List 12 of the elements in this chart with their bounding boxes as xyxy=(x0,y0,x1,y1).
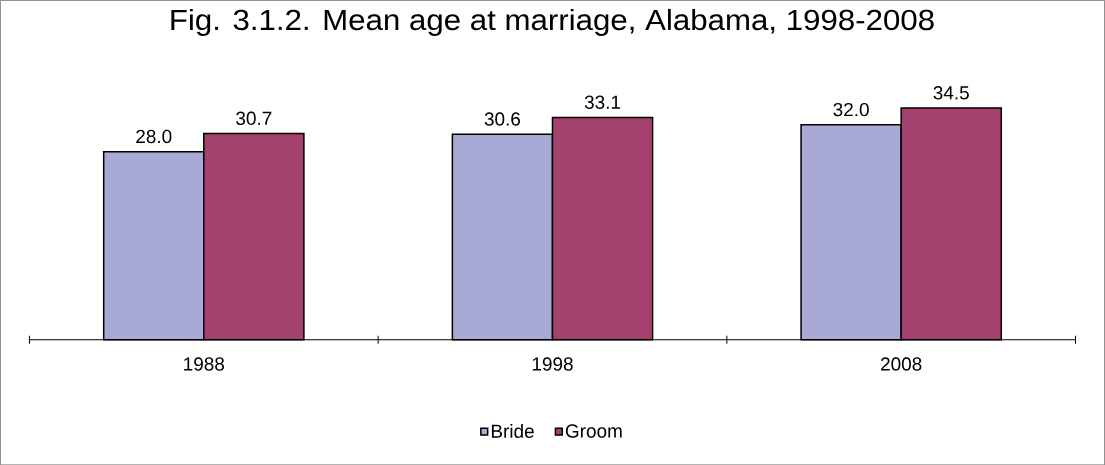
chart-title: Fig. 3.1.2. Mean age at marriage, Alabama, 1998-2008 xyxy=(171,8,934,36)
data-label: 28.0 xyxy=(136,129,172,144)
data-label: 34.5 xyxy=(933,85,969,100)
legend-label: Bride xyxy=(491,423,534,438)
x-tick-label: 1998 xyxy=(532,357,573,371)
data-label: 32.0 xyxy=(833,102,869,117)
x-tick-label: 2008 xyxy=(881,357,922,371)
data-label: 30.6 xyxy=(484,112,521,126)
data-label: 30.7 xyxy=(236,111,272,125)
legend-label: Groom xyxy=(565,424,622,438)
x-tick-label: 1988 xyxy=(184,357,225,371)
data-label: 33.1 xyxy=(584,95,621,109)
